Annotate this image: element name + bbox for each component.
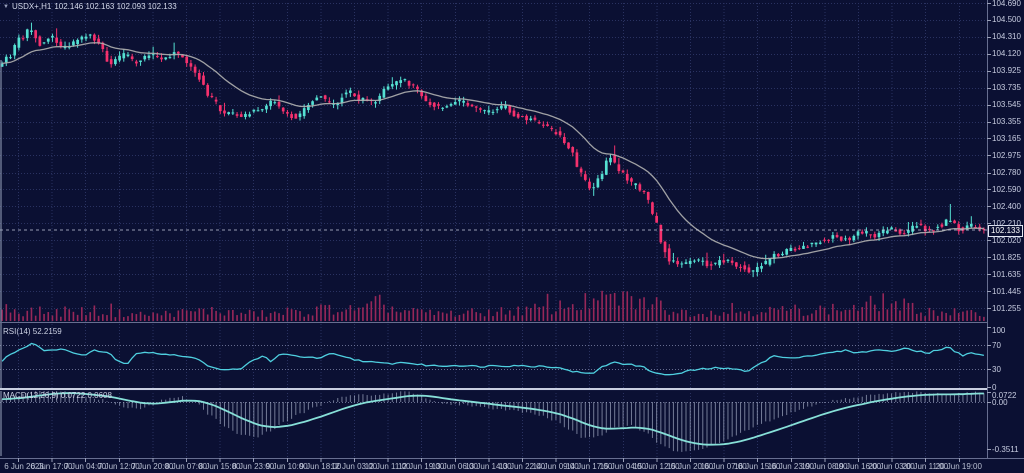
panel-splitters[interactable]	[0, 322, 987, 391]
macd-indicator-label: MACD(12,26,9) 0.0722 0.0608	[3, 391, 112, 400]
symbol-dropdown-icon[interactable]: ▼	[3, 3, 9, 10]
axes-frame	[0, 0, 1024, 462]
volume-series	[1, 290, 985, 321]
candlestick-series	[0, 22, 986, 278]
rsi-indicator-label: RSI(14) 52.2159	[3, 327, 62, 336]
rsi-line	[1, 342, 985, 376]
moving-average-line	[1, 42, 984, 260]
macd-signal-line	[2, 392, 984, 446]
ohlc-readout: 102.146 102.163 102.093 102.133	[54, 2, 177, 11]
chart-grid	[0, 3, 986, 457]
indicator-level-lines	[0, 345, 986, 403]
symbol-period-label: USDX+,H1	[11, 2, 52, 11]
current-price-tag: 102.133	[988, 224, 1023, 237]
macd-histogram	[1, 389, 985, 452]
chart-title: ▼ USDX+,H1 102.146 102.163 102.093 102.1…	[3, 2, 177, 11]
